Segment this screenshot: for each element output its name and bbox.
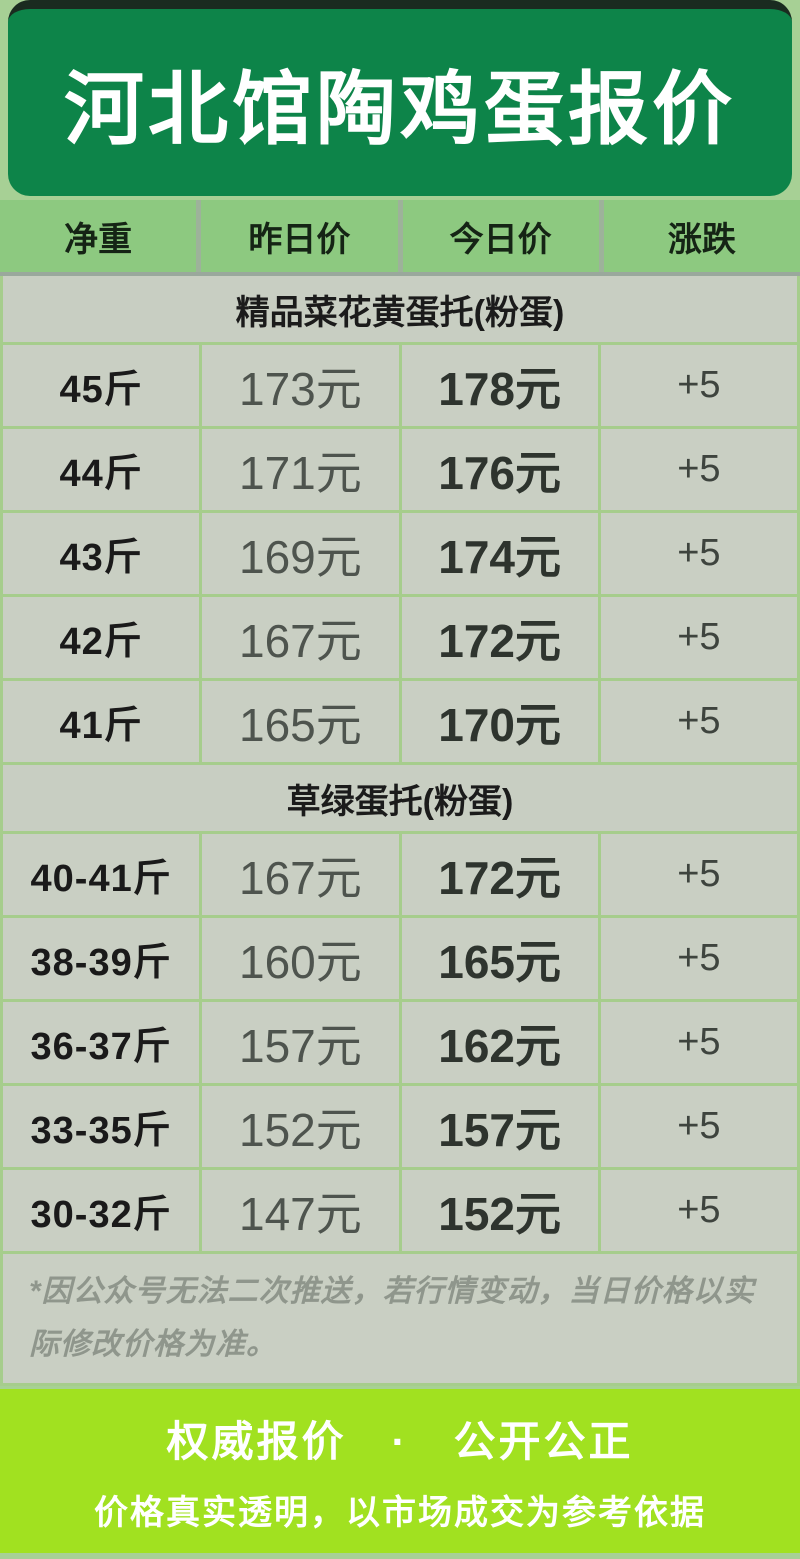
column-header-change: 涨跌 <box>603 200 800 272</box>
cell-change: +5 <box>600 429 797 510</box>
cell-change: +5 <box>600 1086 797 1167</box>
cell-yesterday-price: 165元 <box>202 681 399 762</box>
cell-net-weight: 30-32斤 <box>3 1170 200 1251</box>
footnote: *因公众号无法二次推送，若行情变动，当日价格以实际修改价格为准。 <box>3 1254 797 1383</box>
table-row: 45斤 173元 178元 +5 <box>3 345 797 426</box>
cell-change: +5 <box>600 1170 797 1251</box>
poster-header: 河北馆陶鸡蛋报价 <box>8 0 792 196</box>
cell-net-weight: 33-35斤 <box>3 1086 200 1167</box>
column-header-net-weight: 净重 <box>0 200 197 272</box>
footer-banner: 权威报价 · 公开公正 价格真实透明，以市场成交为参考依据 <box>0 1389 800 1553</box>
cell-change: +5 <box>600 834 797 915</box>
cell-change: +5 <box>600 597 797 678</box>
table-row: 38-39斤 160元 165元 +5 <box>3 918 797 999</box>
table-row: 33-35斤 152元 157元 +5 <box>3 1086 797 1167</box>
column-header-today-price: 今日价 <box>402 200 599 272</box>
cell-net-weight: 38-39斤 <box>3 918 200 999</box>
cell-yesterday-price: 171元 <box>202 429 399 510</box>
cell-change: +5 <box>600 681 797 762</box>
cell-today-price: 172元 <box>401 597 598 678</box>
cell-net-weight: 36-37斤 <box>3 1002 200 1083</box>
cell-yesterday-price: 157元 <box>202 1002 399 1083</box>
cell-yesterday-price: 152元 <box>202 1086 399 1167</box>
table-row: 30-32斤 147元 152元 +5 <box>3 1170 797 1251</box>
cell-today-price: 165元 <box>401 918 598 999</box>
banner-slogan-secondary: 价格真实透明，以市场成交为参考依据 <box>94 1494 706 1532</box>
cell-yesterday-price: 160元 <box>202 918 399 999</box>
poster-title: 河北馆陶鸡蛋报价 <box>64 64 736 154</box>
table-row: 36-37斤 157元 162元 +5 <box>3 1002 797 1083</box>
table-row: 43斤 169元 174元 +5 <box>3 513 797 594</box>
cell-today-price: 176元 <box>401 429 598 510</box>
cell-change: +5 <box>600 1002 797 1083</box>
section-header: 精品菜花黄蛋托(粉蛋) <box>3 276 797 342</box>
cell-yesterday-price: 167元 <box>202 834 399 915</box>
cell-change: +5 <box>600 345 797 426</box>
cell-today-price: 152元 <box>401 1170 598 1251</box>
cell-yesterday-price: 147元 <box>202 1170 399 1251</box>
cell-today-price: 157元 <box>401 1086 598 1167</box>
column-header-yesterday-price: 昨日价 <box>201 200 398 272</box>
cell-change: +5 <box>600 918 797 999</box>
table-row: 40-41斤 167元 172元 +5 <box>3 834 797 915</box>
cell-net-weight: 43斤 <box>3 513 200 594</box>
price-table: 精品菜花黄蛋托(粉蛋) 45斤 173元 178元 +5 44斤 171元 176元 +5 43斤… <box>0 276 800 1386</box>
cell-net-weight: 45斤 <box>3 345 200 426</box>
table-row: 42斤 167元 172元 +5 <box>3 597 797 678</box>
table-row: 44斤 171元 176元 +5 <box>3 429 797 510</box>
cell-net-weight: 41斤 <box>3 681 200 762</box>
cell-today-price: 172元 <box>401 834 598 915</box>
cell-net-weight: 44斤 <box>3 429 200 510</box>
banner-slogan-primary: 权威报价 · 公开公正 <box>166 1418 634 1465</box>
section-header: 草绿蛋托(粉蛋) <box>3 765 797 831</box>
cell-today-price: 170元 <box>401 681 598 762</box>
table-column-header: 净重 昨日价 今日价 涨跌 <box>0 200 800 276</box>
cell-yesterday-price: 169元 <box>202 513 399 594</box>
cell-yesterday-price: 167元 <box>202 597 399 678</box>
cell-yesterday-price: 173元 <box>202 345 399 426</box>
table-row: 41斤 165元 170元 +5 <box>3 681 797 762</box>
cell-net-weight: 42斤 <box>3 597 200 678</box>
cell-change: +5 <box>600 513 797 594</box>
cell-today-price: 178元 <box>401 345 598 426</box>
cell-today-price: 174元 <box>401 513 598 594</box>
cell-today-price: 162元 <box>401 1002 598 1083</box>
cell-net-weight: 40-41斤 <box>3 834 200 915</box>
